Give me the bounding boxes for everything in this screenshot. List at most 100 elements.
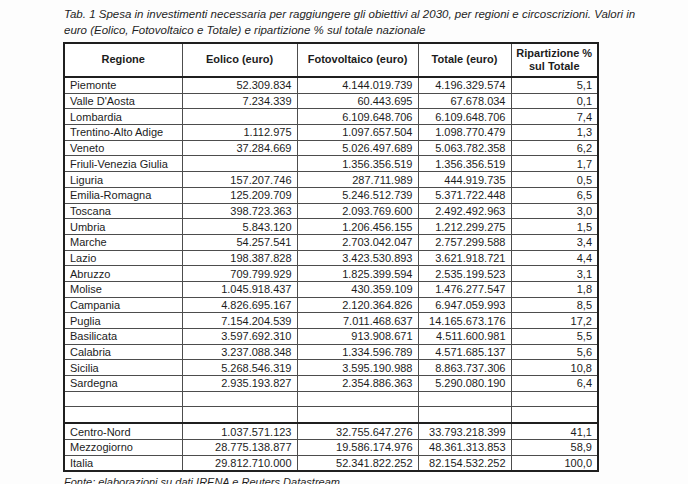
fotovoltaico-cell: 1.825.399.594 — [297, 266, 418, 282]
region-name-cell: Mezzogiorno — [64, 439, 182, 455]
share-cell: 8,5 — [511, 297, 598, 313]
fotovoltaico-cell: 32.755.647.276 — [297, 423, 418, 439]
fotovoltaico-cell: 4.144.019.739 — [297, 77, 418, 93]
share-cell: 7,4 — [511, 109, 598, 125]
region-name-cell: Friuli-Venezia Giulia — [64, 156, 182, 172]
document-page: Tab. 1 Spesa in investimenti necessaria … — [0, 0, 688, 484]
fotovoltaico-cell: 5.246.512.739 — [297, 187, 418, 203]
totale-cell: 8.863.737.306 — [418, 360, 511, 376]
share-cell: 58,9 — [511, 439, 598, 455]
eolico-cell: 5.268.546.319 — [182, 360, 297, 376]
share-cell: 3,4 — [511, 234, 598, 250]
table-row: Trentino-Alto Adige1.112.9751.097.657.50… — [64, 125, 598, 141]
totale-cell: 6.109.648.706 — [418, 109, 511, 125]
fotovoltaico-cell: 3.423.530.893 — [297, 250, 418, 266]
fotovoltaico-cell: 1.356.356.519 — [297, 156, 418, 172]
header-fotovoltaico: Fotovoltaico (euro) — [297, 43, 418, 77]
eolico-cell: 198.387.828 — [182, 250, 297, 266]
fotovoltaico-cell: 52.341.822.252 — [297, 455, 418, 471]
share-cell: 1,7 — [511, 156, 598, 172]
table-row: Puglia7.154.204.5397.011.468.63714.165.6… — [64, 313, 598, 329]
table-row: Sardegna2.935.193.8272.354.886.3635.290.… — [64, 376, 598, 392]
region-name-cell: Lombardia — [64, 109, 182, 125]
table-row: Marche54.257.5412.703.042.0472.757.299.5… — [64, 234, 598, 250]
eolico-cell: 29.812.710.000 — [182, 455, 297, 471]
totale-cell: 67.678.034 — [418, 93, 511, 109]
eolico-cell: 709.799.929 — [182, 266, 297, 282]
totale-cell: 6.947.059.993 — [418, 297, 511, 313]
eolico-cell: 1.045.918.437 — [182, 281, 297, 297]
region-name-cell: Marche — [64, 234, 182, 250]
table-row: Lombardia6.109.648.7066.109.648.7067,4 — [64, 109, 598, 125]
totale-cell — [418, 407, 511, 423]
fotovoltaico-cell: 3.595.190.988 — [297, 360, 418, 376]
share-cell: 1,3 — [511, 125, 598, 141]
region-name-cell: Piemonte — [64, 77, 182, 93]
table-row: Piemonte52.309.8344.144.019.7394.196.329… — [64, 77, 598, 93]
share-cell: 4,4 — [511, 250, 598, 266]
spacer-row — [64, 407, 598, 423]
fotovoltaico-cell: 5.026.497.689 — [297, 140, 418, 156]
header-eolico: Eolico (euro) — [182, 43, 297, 77]
share-cell: 100,0 — [511, 455, 598, 471]
table-caption: Tab. 1 Spesa in investimenti necessaria … — [64, 7, 660, 38]
fotovoltaico-cell: 913.908.671 — [297, 329, 418, 345]
region-name-cell: Trentino-Alto Adige — [64, 125, 182, 141]
share-cell: 5,1 — [511, 77, 598, 93]
region-name-cell: Campania — [64, 297, 182, 313]
fotovoltaico-cell: 2.354.886.363 — [297, 376, 418, 392]
table-row: Sicilia5.268.546.3193.595.190.9888.863.7… — [64, 360, 598, 376]
eolico-cell — [182, 391, 297, 407]
eolico-cell: 4.826.695.167 — [182, 297, 297, 313]
table-row: Toscana398.723.3632.093.769.6002.492.492… — [64, 203, 598, 219]
eolico-cell: 7.234.339 — [182, 93, 297, 109]
region-name-cell: Centro-Nord — [64, 423, 182, 439]
eolico-cell: 52.309.834 — [182, 77, 297, 93]
table-row: Liguria157.207.746287.711.989444.919.735… — [64, 172, 598, 188]
region-name-cell: Sicilia — [64, 360, 182, 376]
totals-row: Mezzogiorno28.775.138.87719.586.174.9764… — [64, 439, 598, 455]
eolico-cell: 54.257.541 — [182, 234, 297, 250]
share-cell: 3,1 — [511, 266, 598, 282]
share-cell: 41,1 — [511, 423, 598, 439]
totale-cell: 48.361.313.853 — [418, 439, 511, 455]
share-cell: 3,0 — [511, 203, 598, 219]
share-cell: 5,5 — [511, 329, 598, 345]
table-row: Lazio198.387.8283.423.530.8933.621.918.7… — [64, 250, 598, 266]
region-name-cell: Puglia — [64, 313, 182, 329]
region-name-cell — [64, 391, 182, 407]
totale-cell: 3.621.918.721 — [418, 250, 511, 266]
table-row: Abruzzo709.799.9291.825.399.5942.535.199… — [64, 266, 598, 282]
totale-cell: 1.098.770.479 — [418, 125, 511, 141]
share-cell: 0,1 — [511, 93, 598, 109]
eolico-cell: 1.112.975 — [182, 125, 297, 141]
eolico-cell: 3.597.692.310 — [182, 329, 297, 345]
totale-cell: 4.196.329.574 — [418, 77, 511, 93]
region-name-cell: Calabria — [64, 344, 182, 360]
header-row: Regione Eolico (euro) Fotovoltaico (euro… — [64, 43, 598, 77]
share-cell: 10,8 — [511, 360, 598, 376]
fotovoltaico-cell — [297, 391, 418, 407]
header-regione: Regione — [64, 43, 182, 77]
eolico-cell: 1.037.571.123 — [182, 423, 297, 439]
totale-cell: 14.165.673.176 — [418, 313, 511, 329]
fotovoltaico-cell: 2.120.364.826 — [297, 297, 418, 313]
region-name-cell: Lazio — [64, 250, 182, 266]
fotovoltaico-cell: 430.359.109 — [297, 281, 418, 297]
eolico-cell: 7.154.204.539 — [182, 313, 297, 329]
fotovoltaico-cell: 60.443.695 — [297, 93, 418, 109]
eolico-cell: 37.284.669 — [182, 140, 297, 156]
totale-cell: 33.793.218.399 — [418, 423, 511, 439]
totale-cell: 2.757.299.588 — [418, 234, 511, 250]
totale-cell: 444.919.735 — [418, 172, 511, 188]
fotovoltaico-cell: 287.711.989 — [297, 172, 418, 188]
table-row: Valle D'Aosta7.234.33960.443.69567.678.0… — [64, 93, 598, 109]
fotovoltaico-cell: 19.586.174.976 — [297, 439, 418, 455]
totals-row: Italia29.812.710.00052.341.822.25282.154… — [64, 455, 598, 471]
fotovoltaico-cell: 7.011.468.637 — [297, 313, 418, 329]
investment-table: Regione Eolico (euro) Fotovoltaico (euro… — [63, 42, 599, 472]
share-cell: 6,4 — [511, 376, 598, 392]
share-cell: 1,8 — [511, 281, 598, 297]
table-row: Molise1.045.918.437430.359.1091.476.277.… — [64, 281, 598, 297]
region-name-cell — [64, 407, 182, 423]
